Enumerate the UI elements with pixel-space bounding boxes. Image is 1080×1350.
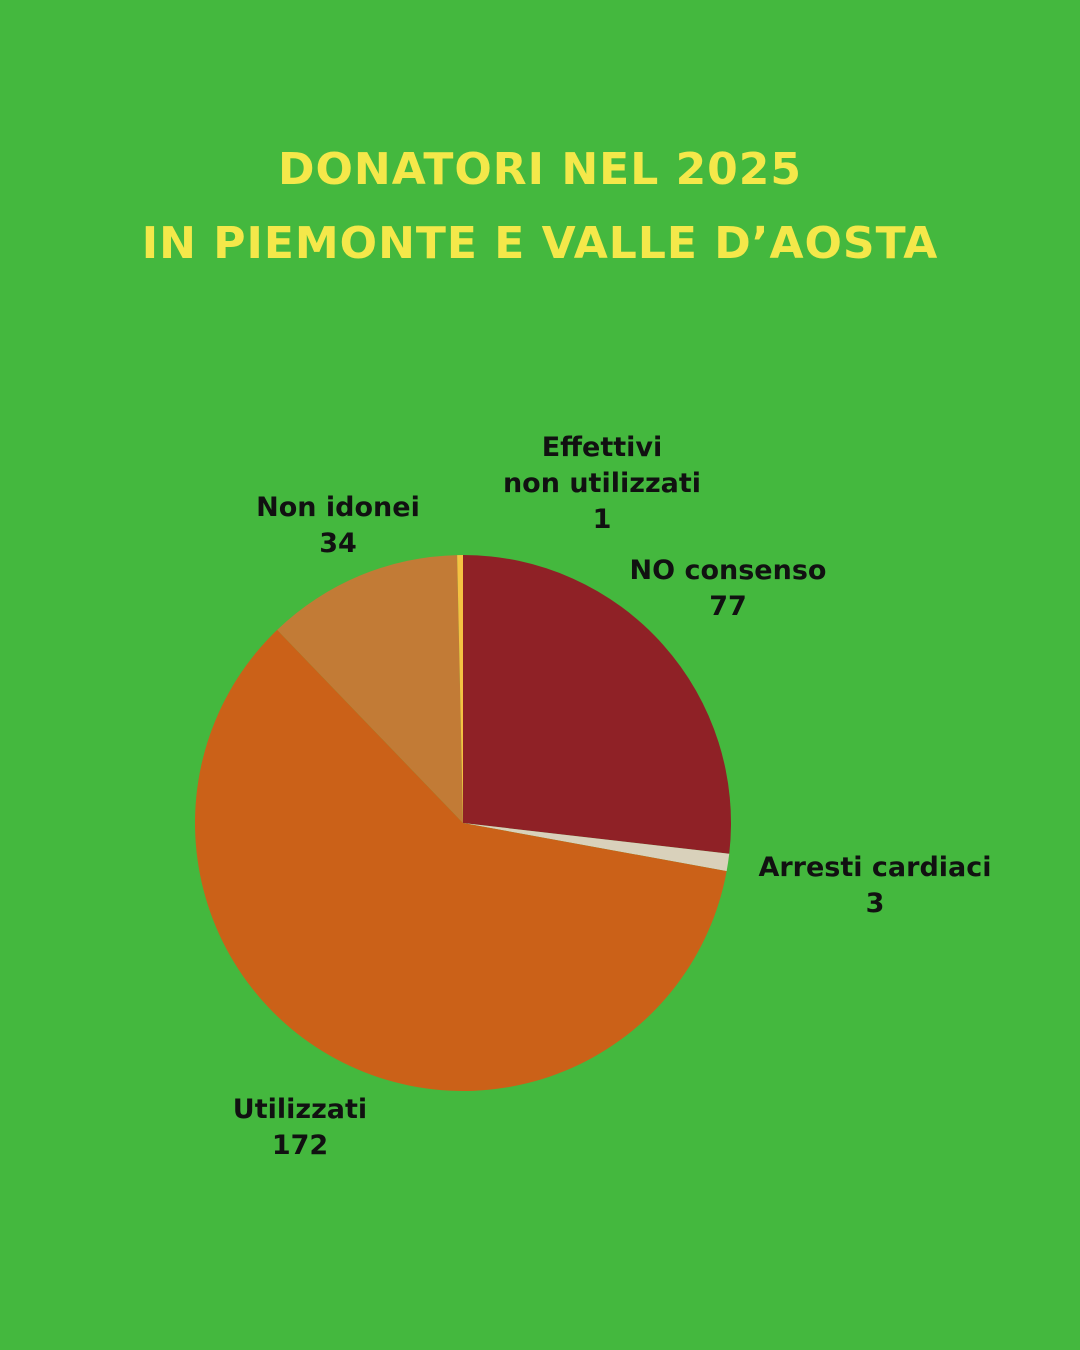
pie-slice [463, 823, 730, 872]
slice-label: NO consenso 77 [548, 553, 908, 625]
pie-slice [457, 555, 463, 823]
pie-slice [277, 555, 463, 823]
slice-label: Effettivi non utilizzati 1 [422, 430, 782, 538]
chart-title: DONATORI NEL 2025 [277, 144, 803, 195]
category-label: Utilizzati [232, 1094, 368, 1125]
slice-label: Non idonei 34 [158, 490, 518, 562]
slice-label: Arresti cardiaci 3 [695, 850, 1055, 922]
pie-slice [463, 555, 732, 854]
category-label: NO consenso [629, 555, 827, 586]
chart-title: IN PIEMONTE E VALLE D’AOSTA [141, 218, 939, 269]
category-label: Non idonei [256, 492, 420, 523]
value-label: 3 [865, 888, 885, 919]
slice-label: Utilizzati 172 [120, 1092, 480, 1164]
value-label: 172 [271, 1130, 329, 1161]
value-label: 1 [592, 504, 612, 535]
value-label: 77 [709, 591, 747, 622]
pie-slice [194, 629, 727, 1091]
category-label: Arresti cardiaci [758, 852, 992, 883]
value-label: 34 [319, 528, 357, 559]
category-label: Effettivi non utilizzati [502, 432, 702, 499]
